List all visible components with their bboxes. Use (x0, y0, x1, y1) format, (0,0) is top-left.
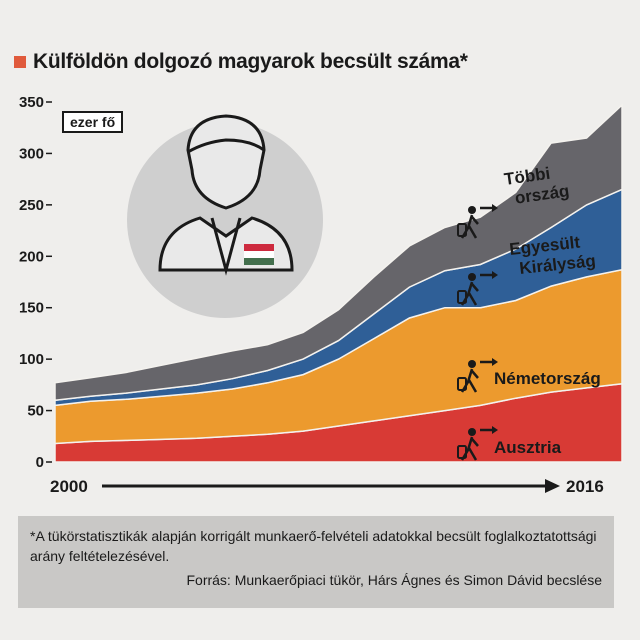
series-label-uk: Egyesült Királyság (508, 231, 596, 279)
y-tick-label: 50 (27, 403, 44, 420)
y-tick-label: 300 (19, 145, 44, 162)
y-axis: 0 50 100 150 200 250 300 350 (19, 94, 52, 471)
y-tick-label: 350 (19, 94, 44, 111)
y-tick-label: 250 (19, 197, 44, 214)
source-text: Forrás: Munkaerőpiaci tükör, Hárs Ágnes … (186, 572, 602, 588)
chart-areas (54, 103, 623, 463)
area-series-4 (54, 103, 623, 402)
traveler-arrow-icon (457, 358, 498, 393)
hungarian-flag-icon (244, 244, 274, 265)
x-tick-end: 2016 (566, 477, 604, 496)
traveler-icons (457, 204, 498, 461)
stacked-area-chart: 0 50 100 150 200 250 300 350 Többi ország Egyes… (19, 94, 623, 496)
person-with-hungarian-flag-icon (127, 114, 323, 318)
footnote-text: *A tükörstatisztikák alapján korrigált m… (30, 528, 597, 564)
series-label-nemetorszag: Németország (494, 369, 601, 388)
footnote-box: *A tükörstatisztikák alapján korrigált m… (18, 516, 614, 608)
unit-label: ezer fő (62, 111, 124, 133)
series-labels: Többi ország Egyesült Királyság Németors… (494, 164, 601, 457)
y-tick-label: 150 (19, 300, 44, 317)
x-tick-start: 2000 (50, 477, 88, 496)
series-label-ausztria: Ausztria (494, 438, 562, 457)
traveler-arrow-icon (457, 271, 498, 306)
timeline-arrow-head (545, 479, 560, 493)
chart-title-row: Külföldön dolgozó magyarok becsült száma… (14, 50, 468, 74)
y-tick-label: 0 (36, 454, 44, 471)
x-axis: 2000 2016 (50, 477, 604, 496)
traveler-arrow-icon (457, 426, 498, 461)
chart-title: Külföldön dolgozó magyarok becsült száma… (33, 50, 468, 73)
y-tick-label: 200 (19, 248, 44, 265)
title-marker (14, 56, 26, 68)
traveler-arrow-icon (457, 204, 498, 239)
y-tick-label: 100 (19, 351, 44, 368)
